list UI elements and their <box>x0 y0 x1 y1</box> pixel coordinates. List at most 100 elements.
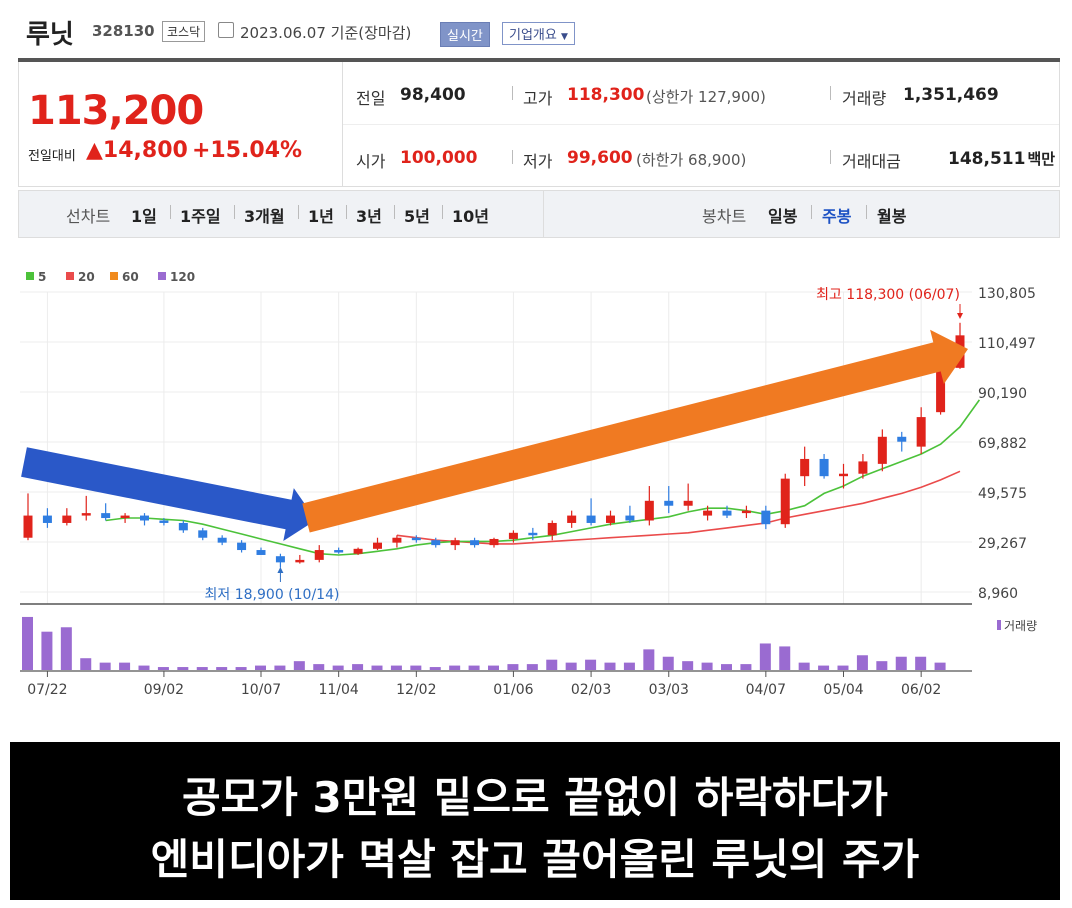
period-3m[interactable]: 3개월 <box>244 207 285 226</box>
candle-down <box>470 540 480 546</box>
candle-up <box>295 559 305 563</box>
trade-value-unit: 백만 <box>1027 150 1056 168</box>
caption-box <box>10 742 1060 900</box>
quote-box <box>18 62 1060 187</box>
realtime-button[interactable]: 실시간 <box>440 22 490 47</box>
volume-bar <box>488 665 499 670</box>
period-separator <box>298 205 299 219</box>
volume-bar <box>507 664 519 670</box>
candle-down <box>198 530 208 538</box>
candle-down <box>722 510 732 516</box>
volume-bar <box>235 667 247 670</box>
legend-swatch <box>26 272 34 280</box>
volume-bar <box>604 662 616 670</box>
change-percent: +15.04% <box>192 138 303 163</box>
volume-bar <box>740 664 752 670</box>
period-1d[interactable]: 1일 <box>131 207 157 226</box>
candle-up <box>877 436 887 464</box>
volume-value: 1,351,469 <box>903 85 999 105</box>
volume-bar <box>468 665 480 670</box>
candle-daily[interactable]: 일봉 <box>768 207 798 226</box>
change-value: ▲14,800 <box>86 138 188 163</box>
volume-bar <box>293 661 305 670</box>
period-1y[interactable]: 1년 <box>308 207 334 226</box>
col-separator <box>830 86 831 100</box>
legend-swatch <box>66 272 74 280</box>
col-separator <box>512 150 513 164</box>
candle-down <box>411 537 421 541</box>
volume-bar <box>565 662 577 670</box>
candle-down <box>761 510 771 525</box>
period-separator <box>442 205 443 219</box>
candle-up <box>683 500 693 506</box>
candle-up <box>916 417 926 447</box>
candle-down <box>431 540 441 546</box>
volume-bar <box>526 664 538 670</box>
candle-up <box>23 515 33 538</box>
lower-limit: (하한가 68,900) <box>636 151 747 169</box>
candle-down <box>178 522 188 531</box>
candle-down <box>528 532 538 536</box>
candle-up <box>373 542 382 549</box>
trend-arrows <box>21 329 968 541</box>
upper-limit: (상한가 127,900) <box>646 88 766 106</box>
quote-row-divider <box>343 124 1059 125</box>
y-tick-label: 90,190 <box>978 386 1027 402</box>
volume-bar <box>429 667 441 670</box>
period-10y[interactable]: 10년 <box>452 207 489 226</box>
y-tick-label: 29,267 <box>978 536 1027 552</box>
candle-up <box>81 513 91 516</box>
x-tick-label: 09/02 <box>144 682 184 698</box>
candle-down <box>101 513 111 519</box>
legend-label: 60 <box>122 270 139 284</box>
legend-swatch <box>158 272 166 280</box>
candle-up <box>839 473 848 477</box>
candle-up <box>567 515 577 523</box>
volume-bar <box>216 667 228 670</box>
chevron-down-icon: ▼ <box>560 32 568 42</box>
candle-down <box>275 556 285 563</box>
high-value: 118,300 <box>567 85 645 105</box>
volume-bar <box>274 665 286 670</box>
period-5y[interactable]: 5년 <box>404 207 430 226</box>
period-separator <box>234 205 235 219</box>
volume-bar <box>332 665 344 670</box>
volume-legend-label: 거래량 <box>1004 619 1037 633</box>
volume-bars: 거래량 <box>22 616 1037 670</box>
volume-bar <box>371 665 383 670</box>
up-trend-arrow <box>302 329 968 533</box>
y-tick-label: 110,497 <box>978 336 1036 352</box>
candle-down <box>256 550 266 555</box>
candle-up <box>450 540 460 546</box>
volume-bar <box>798 662 810 670</box>
candle-weekly[interactable]: 주봉 <box>822 207 852 226</box>
high-label: 고가 <box>523 89 553 108</box>
period-3y[interactable]: 3년 <box>356 207 382 226</box>
candle-monthly[interactable]: 월봉 <box>877 207 907 226</box>
volume-bar <box>157 667 169 670</box>
volume-bar <box>22 616 33 670</box>
change-label: 전일대비 <box>28 149 76 164</box>
top-border <box>18 58 1060 62</box>
company-overview-dropdown[interactable]: 기업개요 ▼ <box>502 22 575 45</box>
volume-bar <box>623 662 635 670</box>
volume-bar <box>41 631 53 670</box>
caption-line-1: 공모가 3만원 밑으로 끝없이 하락하다가 <box>182 773 888 822</box>
caption-line-2: 엔비디아가 멱살 잡고 끌어올린 루닛의 주가 <box>150 835 920 884</box>
chart-legend: 5 20 60 120 <box>26 270 195 284</box>
low-annotation: 최저 18,900 (10/14) <box>205 587 340 603</box>
period-1w[interactable]: 1주일 <box>180 207 221 226</box>
x-tick-label: 11/04 <box>318 682 358 698</box>
volume-bar <box>313 664 325 670</box>
candle-down <box>625 515 635 521</box>
y-tick-label: 130,805 <box>978 286 1036 302</box>
calendar-icon <box>218 22 234 38</box>
candle-up <box>489 538 499 546</box>
trade-value-label: 거래대금 <box>842 152 901 171</box>
legend-label: 5 <box>38 270 46 284</box>
volume-bar <box>80 658 92 670</box>
volume-bar <box>177 667 189 670</box>
candle-up <box>353 548 363 554</box>
period-separator <box>346 205 347 219</box>
candle-down <box>586 515 596 523</box>
